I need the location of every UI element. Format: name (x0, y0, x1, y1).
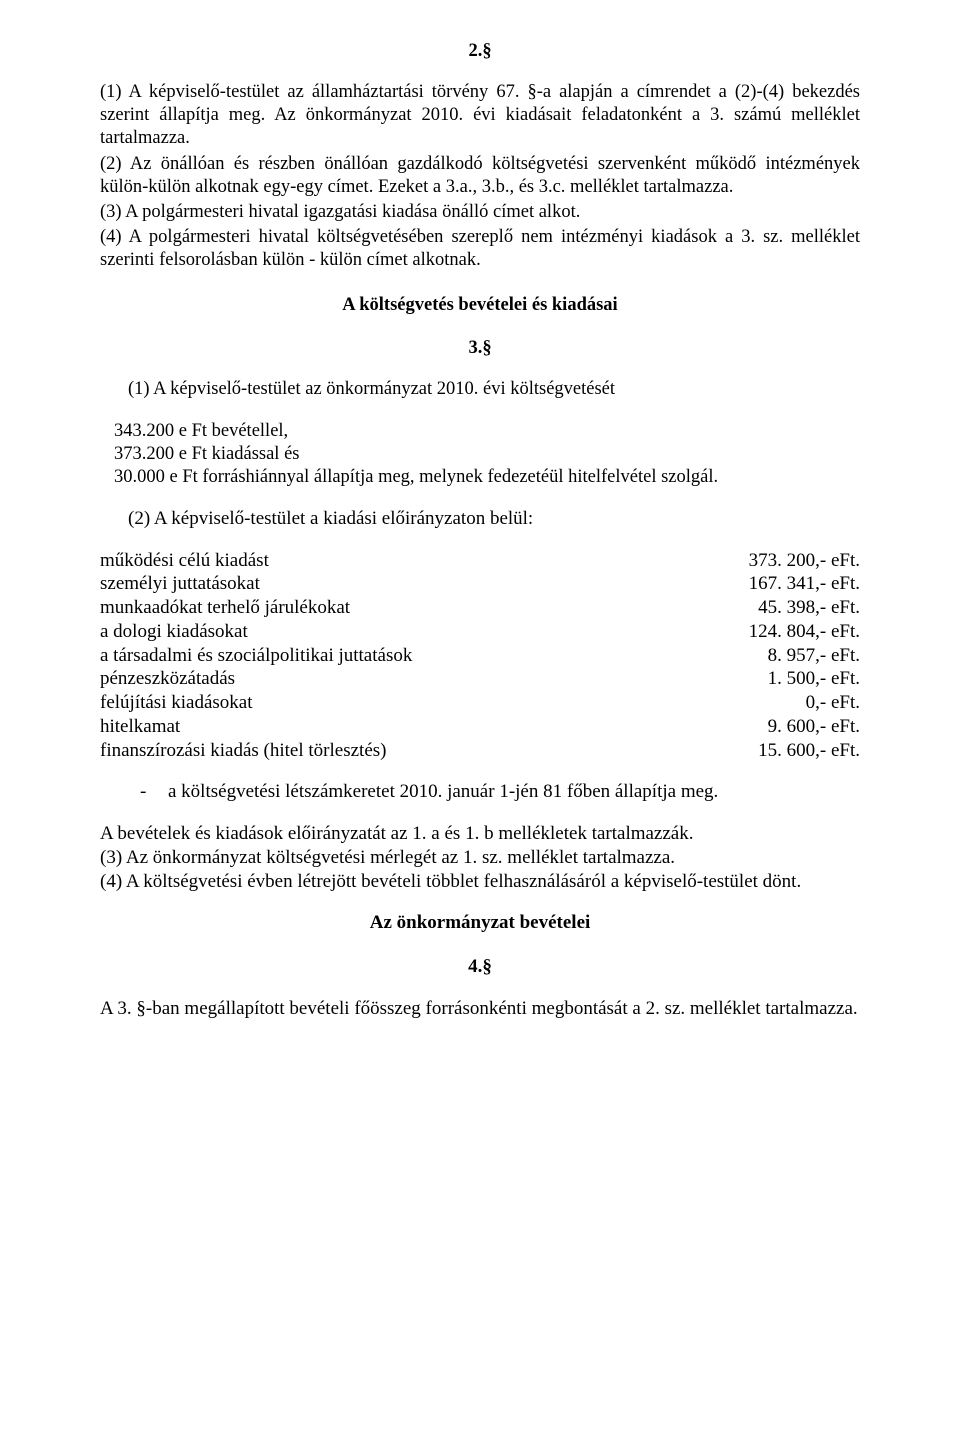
s4-para-1: A 3. §-ban megállapított bevételi főössz… (100, 997, 860, 1021)
expenditure-label: felújítási kiadásokat (100, 691, 660, 715)
expenditure-label: személyi juttatásokat (100, 572, 660, 596)
table-row: a társadalmi és szociálpolitikai juttatá… (100, 644, 860, 668)
s3-para-1: (1) A képviselő-testület az önkormányzat… (128, 378, 860, 401)
expenditure-value: 124. 804,- eFt. (660, 620, 860, 644)
expenditure-label: munkaadókat terhelő járulékokat (100, 596, 660, 620)
section-3-tail: A bevételek és kiadások előirányzatát az… (100, 822, 860, 893)
s3-tail-1: A bevételek és kiadások előirányzatát az… (100, 822, 860, 846)
expenditure-value: 0,- eFt. (660, 691, 860, 715)
expenditure-label: pénzeszközátadás (100, 667, 660, 691)
section-2-number: 2.§ (100, 40, 860, 63)
expenditure-value: 15. 600,- eFt. (660, 739, 860, 763)
section-3-lead: (1) A képviselő-testület az önkormányzat… (100, 378, 860, 401)
section-2-body: (1) A képviselő-testület az államháztart… (100, 81, 860, 272)
heading-budget: A költségvetés bevételei és kiadásai (100, 294, 860, 317)
dash-icon: - (140, 780, 168, 804)
s3-tail-3: (4) A költségvetési évben létrejött bevé… (100, 870, 860, 894)
s3-line-3: 30.000 e Ft forráshiánnyal állapítja meg… (114, 466, 860, 489)
s3-line-2: 373.200 e Ft kiadással és (114, 443, 860, 466)
s2-para-4: (4) A polgármesteri hivatal költségvetés… (100, 226, 860, 272)
table-row: felújítási kiadásokat0,- eFt. (100, 691, 860, 715)
expenditure-value: 373. 200,- eFt. (660, 549, 860, 573)
headcount-bullet: - a költségvetési létszámkeretet 2010. j… (140, 780, 860, 804)
s2-para-3: (3) A polgármesteri hivatal igazgatási k… (100, 201, 860, 224)
table-row: munkaadókat terhelő járulékokat45. 398,-… (100, 596, 860, 620)
expenditure-table: működési célú kiadást373. 200,- eFt.szem… (100, 549, 860, 763)
section-3-amount-lines: 343.200 e Ft bevétellel, 373.200 e Ft ki… (114, 420, 860, 489)
s2-para-1: (1) A képviselő-testület az államháztart… (100, 81, 860, 150)
table-row: személyi juttatásokat167. 341,- eFt. (100, 572, 860, 596)
s3-tail-2: (3) Az önkormányzat költségvetési mérleg… (100, 846, 860, 870)
expenditure-value: 45. 398,- eFt. (660, 596, 860, 620)
expenditure-label: a társadalmi és szociálpolitikai juttatá… (100, 644, 660, 668)
headcount-text: a költségvetési létszámkeretet 2010. jan… (168, 780, 718, 804)
table-row: finanszírozási kiadás (hitel törlesztés)… (100, 739, 860, 763)
expenditure-label: működési célú kiadást (100, 549, 660, 573)
expenditure-value: 9. 600,- eFt. (660, 715, 860, 739)
expenditure-label: hitelkamat (100, 715, 660, 739)
table-row: működési célú kiadást373. 200,- eFt. (100, 549, 860, 573)
heading-revenue: Az önkormányzat bevételei (100, 911, 860, 935)
table-row: pénzeszközátadás1. 500,- eFt. (100, 667, 860, 691)
expenditure-label: a dologi kiadásokat (100, 620, 660, 644)
expenditure-label: finanszírozási kiadás (hitel törlesztés) (100, 739, 660, 763)
expenditure-value: 1. 500,- eFt. (660, 667, 860, 691)
expenditure-value: 167. 341,- eFt. (660, 572, 860, 596)
document-page: 2.§ (1) A képviselő-testület az államház… (0, 0, 960, 1434)
s3-para-2: (2) A képviselő-testület a kiadási előir… (128, 507, 860, 531)
expenditure-value: 8. 957,- eFt. (660, 644, 860, 668)
table-row: hitelkamat9. 600,- eFt. (100, 715, 860, 739)
section-3-number: 3.§ (100, 337, 860, 360)
s2-para-2: (2) Az önállóan és részben önállóan gazd… (100, 153, 860, 199)
s3-line-1: 343.200 e Ft bevétellel, (114, 420, 860, 443)
section-4-number: 4.§ (100, 955, 860, 979)
table-row: a dologi kiadásokat124. 804,- eFt. (100, 620, 860, 644)
